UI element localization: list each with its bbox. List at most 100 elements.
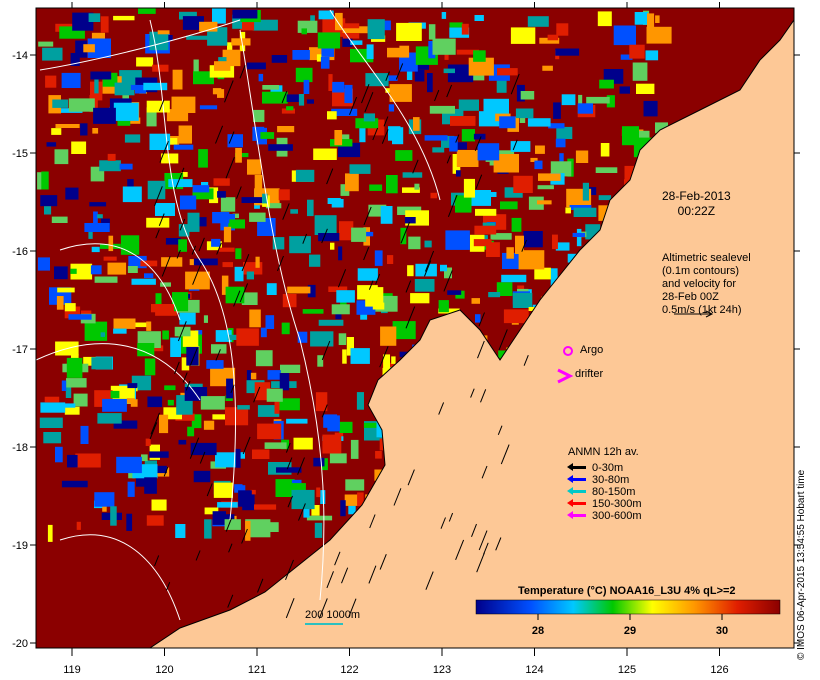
- sst-cell: [103, 256, 117, 261]
- sst-cell: [56, 296, 64, 310]
- sst-cell: [391, 356, 396, 364]
- sst-cell: [116, 456, 142, 474]
- velocity-arrow: [440, 517, 446, 529]
- sst-cell: [226, 378, 233, 399]
- sst-cell: [179, 312, 196, 325]
- sst-cell: [286, 94, 301, 102]
- sst-cell: [456, 170, 461, 177]
- sst-cell: [178, 125, 192, 144]
- sst-cell: [407, 265, 414, 277]
- sst-cell: [161, 153, 179, 164]
- sst-cell: [149, 133, 171, 150]
- sst-cell: [321, 458, 328, 471]
- sst-cell: [279, 373, 290, 391]
- sst-cell: [410, 293, 430, 304]
- sst-cell: [297, 20, 318, 33]
- arrow-swatch: [567, 511, 586, 519]
- velocity-arrow: [438, 402, 445, 415]
- sst-cell: [474, 225, 497, 235]
- sst-cell: [144, 273, 154, 279]
- sst-cell: [70, 263, 93, 280]
- sst-cell: [64, 406, 80, 415]
- sst-cell: [346, 337, 354, 356]
- sst-cell: [113, 15, 135, 21]
- sst-cell: [342, 28, 366, 33]
- sst-cell: [357, 268, 378, 281]
- sst-cell: [254, 174, 263, 194]
- legend-label: 0-30m: [592, 462, 624, 474]
- sst-cell: [51, 128, 62, 135]
- sst-cell: [162, 330, 169, 340]
- sst-cell: [170, 337, 181, 357]
- sst-cell: [413, 117, 420, 131]
- x-tick-label: 119: [63, 664, 81, 676]
- sst-cell: [66, 357, 83, 378]
- sst-cell: [365, 73, 389, 87]
- sst-cell: [127, 266, 138, 273]
- sst-cell: [289, 236, 311, 254]
- legend-row: 80-150m: [567, 486, 642, 498]
- colorbar-tick-label: 28: [532, 625, 544, 637]
- sst-cell: [146, 321, 152, 331]
- sst-cell: [99, 160, 121, 172]
- sst-cell: [209, 187, 219, 204]
- velocity-arrow: [510, 73, 520, 95]
- date-line: 28-Feb-2013: [662, 189, 731, 203]
- arrow-swatch: [567, 499, 586, 507]
- sst-cell: [311, 505, 320, 516]
- longitude-axis: 119 120 121 122 123 124 125 126: [63, 2, 729, 676]
- sst-cell: [600, 143, 610, 157]
- sst-cell: [240, 21, 255, 31]
- sst-cell: [84, 321, 108, 341]
- sst-cell: [258, 73, 264, 82]
- sst-cell: [127, 383, 138, 389]
- sst-cell: [126, 398, 135, 404]
- sst-cell: [250, 489, 256, 495]
- latitude-axis: -14 -15 -16 -17 -18 -19 -20: [12, 50, 800, 650]
- sst-cell: [385, 88, 394, 93]
- sst-cell: [408, 236, 421, 250]
- velocity-arrow: [372, 127, 379, 141]
- sst-cell: [93, 211, 98, 228]
- sst-cell: [539, 37, 560, 44]
- sst-cell: [278, 398, 300, 411]
- sst-cell: [262, 85, 279, 90]
- velocity-arrow: [233, 290, 241, 307]
- sst-cell: [70, 53, 80, 66]
- sst-cell: [61, 480, 88, 488]
- velocity-arrow: [198, 237, 205, 252]
- sst-cell: [89, 202, 107, 207]
- sst-cell: [496, 282, 513, 296]
- sst-cell: [306, 515, 333, 521]
- sst-cell: [268, 144, 293, 151]
- sst-cell: [597, 11, 612, 27]
- sst-cell: [144, 358, 156, 376]
- sst-cell: [461, 23, 469, 35]
- velocity-arrow: [177, 321, 187, 342]
- sst-cell: [559, 153, 564, 163]
- velocity-arrow: [159, 141, 169, 163]
- sst-cell: [94, 77, 99, 94]
- velocity-arrow: [228, 543, 233, 553]
- sst-cell: [452, 154, 461, 174]
- sst-cell: [178, 439, 187, 445]
- sst-cell: [222, 262, 233, 268]
- velocity-arrow: [215, 125, 224, 144]
- sst-cell: [54, 149, 69, 165]
- sst-cell: [189, 259, 196, 266]
- sst-cell: [223, 226, 232, 243]
- sst-cell: [191, 414, 202, 429]
- sst-cell: [595, 167, 618, 173]
- velocity-arrow: [286, 457, 293, 470]
- sst-cell: [548, 123, 565, 129]
- sst-cell: [286, 106, 294, 111]
- sst-cell: [301, 28, 307, 35]
- sst-cell: [186, 35, 209, 40]
- velocity-arrow: [179, 218, 186, 231]
- sst-cell: [320, 490, 326, 504]
- sst-cell: [84, 223, 110, 232]
- sst-cell: [207, 27, 228, 46]
- sst-cell: [338, 246, 343, 261]
- sst-cell: [198, 149, 208, 168]
- sst-cell: [359, 124, 366, 143]
